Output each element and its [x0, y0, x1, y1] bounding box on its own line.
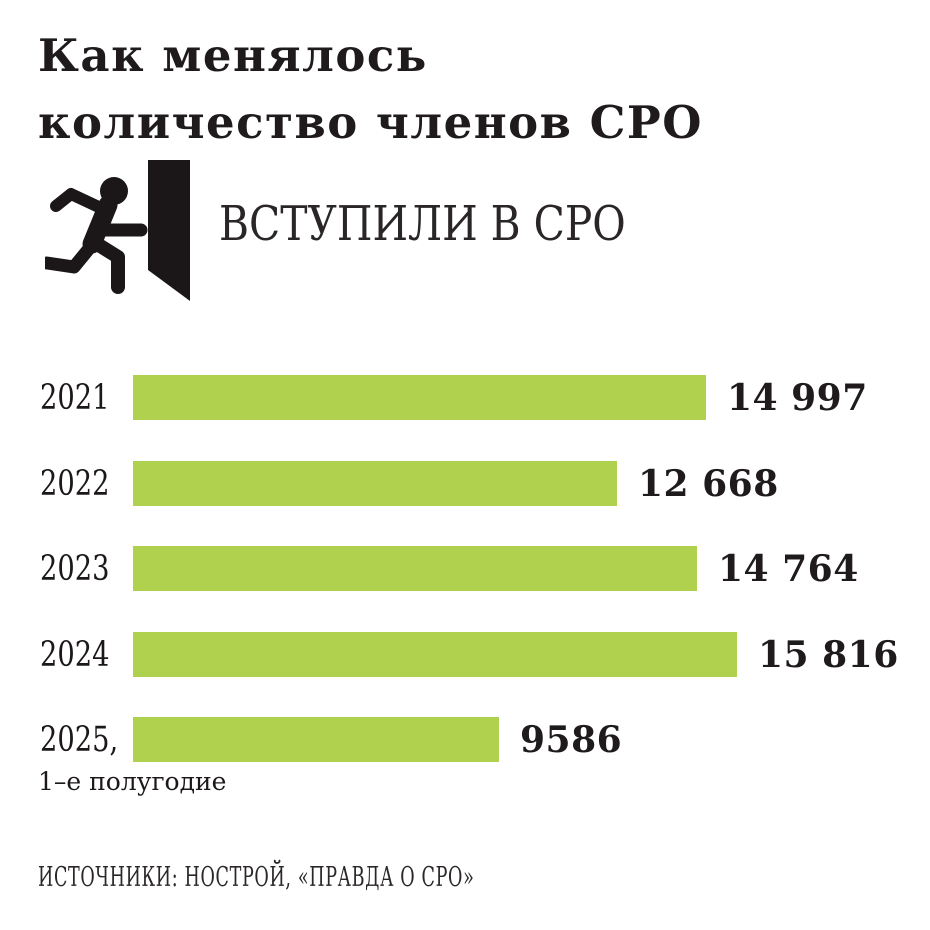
chart-row-2022: 2022 12 668 [0, 461, 930, 506]
page-title: Как менялось количество членов СРО [38, 22, 703, 156]
chart-row-2024: 2024 15 816 [0, 632, 930, 677]
bar-2023 [133, 546, 697, 591]
section-title: ВСТУПИЛИ В СРО [219, 196, 626, 252]
category-sublabel: 1–е полугодие [38, 767, 227, 796]
value-label: 9586 [520, 718, 623, 761]
bar-area: 12 668 [133, 461, 779, 506]
bar-area: 14 764 [133, 546, 859, 591]
bar-area: 9586 [133, 717, 622, 762]
bar-area: 15 816 [133, 632, 899, 677]
category-label: 2025, [40, 719, 119, 760]
value-label: 15 816 [758, 633, 899, 676]
bar-2024 [133, 632, 737, 677]
person-running-through-door-icon [40, 158, 195, 304]
value-label: 14 997 [727, 376, 868, 419]
category-label: 2022 [40, 463, 110, 504]
source-note: ИСТОЧНИКИ: НОСТРОЙ, «ПРАВДА О СРО» [38, 862, 475, 893]
value-label: 14 764 [718, 547, 859, 590]
category-label: 2024 [40, 634, 110, 675]
section-header: ВСТУПИЛИ В СРО [40, 158, 698, 304]
category-label: 2023 [40, 548, 110, 589]
bar-2022 [133, 461, 617, 506]
bar-area: 14 997 [133, 375, 868, 420]
chart-row-2023: 2023 14 764 [0, 546, 930, 591]
page-title-line-2: количество членов СРО [38, 96, 703, 149]
joined-sro-bar-chart: 2021 14 997 2022 12 668 2023 14 764 2024 [0, 375, 930, 796]
value-label: 12 668 [638, 462, 779, 505]
page-title-line-1: Как менялось [38, 29, 428, 82]
category-label: 2021 [40, 377, 110, 418]
chart-row-2025: 2025, 9586 1–е полугодие [0, 717, 930, 796]
bar-2021 [133, 375, 706, 420]
bar-2025 [133, 717, 499, 762]
chart-row-2021: 2021 14 997 [0, 375, 930, 420]
